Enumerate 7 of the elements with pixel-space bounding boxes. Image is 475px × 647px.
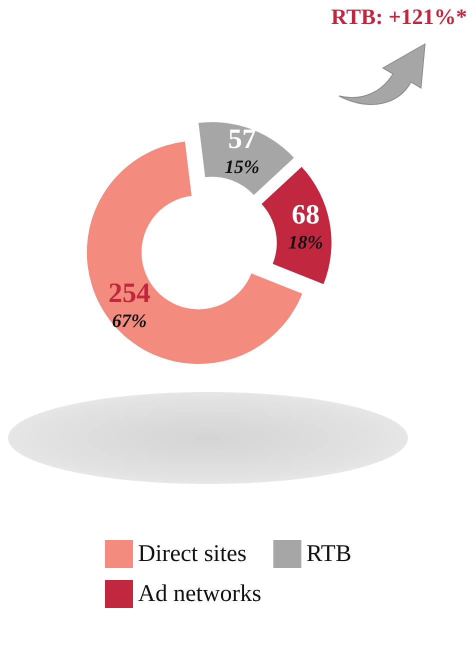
data-label: 68 18%: [288, 199, 324, 254]
legend-label: RTB: [306, 541, 352, 567]
text: RTB: +121%*: [331, 4, 467, 30]
legend-label: Ad networks: [138, 581, 262, 607]
data-label: 254 67%: [108, 278, 150, 332]
data-label: 57 15%: [224, 124, 260, 178]
legend-label: Direct sites: [138, 541, 247, 567]
